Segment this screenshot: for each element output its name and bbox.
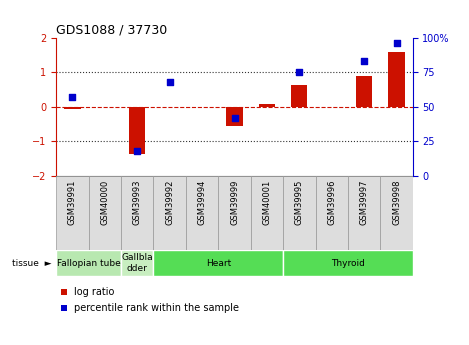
Point (69, 95, 76, 100)
Bar (186, 176, 218, 250)
Point (231, 115, 238, 121)
Point (295, 70, 303, 75)
Bar (259, 104, 275, 107)
Point (166, 79, 174, 85)
Bar (121, 250, 153, 276)
Bar (129, 107, 145, 154)
Bar (64, 107, 81, 109)
Bar (380, 176, 413, 250)
Text: GSM39994: GSM39994 (197, 180, 207, 225)
Text: GSM39999: GSM39999 (230, 180, 239, 225)
Text: GSM39992: GSM39992 (165, 180, 174, 225)
Bar (316, 176, 348, 250)
Text: Gallbla
dder: Gallbla dder (121, 253, 153, 273)
Text: GSM39998: GSM39998 (392, 180, 401, 225)
Text: GDS1088 / 37730: GDS1088 / 37730 (56, 24, 167, 37)
Text: log ratio: log ratio (74, 287, 114, 297)
Bar (251, 176, 283, 250)
Text: GSM40000: GSM40000 (100, 180, 109, 225)
Bar (291, 85, 307, 107)
Text: percentile rank within the sample: percentile rank within the sample (74, 303, 239, 313)
Bar (356, 76, 372, 107)
Bar (218, 176, 251, 250)
Bar (388, 52, 405, 107)
Point (134, 148, 141, 154)
Text: GSM39991: GSM39991 (68, 180, 77, 225)
Text: Heart: Heart (206, 258, 231, 268)
Text: GSM39993: GSM39993 (133, 180, 142, 225)
Bar (153, 250, 283, 276)
Text: Fallopian tube: Fallopian tube (57, 258, 121, 268)
Text: GSM39996: GSM39996 (327, 180, 336, 225)
Text: GSM39997: GSM39997 (360, 180, 369, 225)
Bar (121, 176, 153, 250)
Point (360, 59, 368, 64)
Bar (56, 176, 89, 250)
Text: GSM40001: GSM40001 (262, 180, 272, 225)
Text: GSM39995: GSM39995 (295, 180, 304, 225)
Bar (227, 107, 242, 126)
Bar (348, 176, 380, 250)
Bar (153, 176, 186, 250)
Bar (283, 176, 316, 250)
Bar (283, 250, 413, 276)
Point (393, 41, 400, 46)
Text: tissue  ►: tissue ► (12, 258, 52, 268)
Bar (56, 250, 121, 276)
Bar (89, 176, 121, 250)
Text: Thyroid: Thyroid (331, 258, 365, 268)
